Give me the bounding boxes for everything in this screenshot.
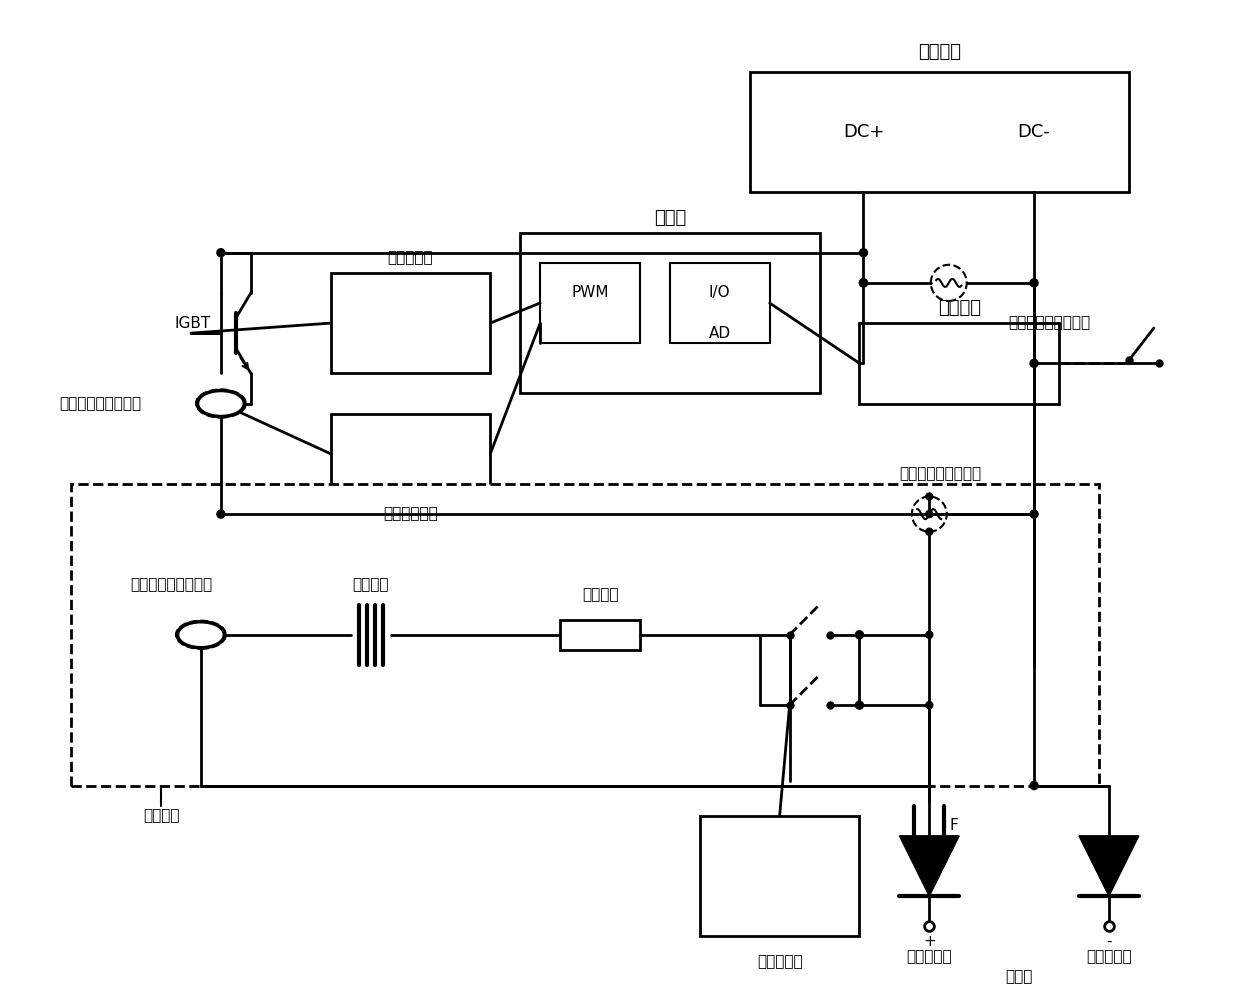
Circle shape <box>926 529 932 535</box>
Ellipse shape <box>176 620 226 649</box>
Circle shape <box>1030 279 1038 287</box>
Circle shape <box>859 279 868 287</box>
Polygon shape <box>899 836 960 896</box>
Bar <box>331 414 490 494</box>
Bar <box>699 816 859 937</box>
Bar <box>560 619 640 650</box>
Bar <box>331 273 490 373</box>
Text: 限流电阻: 限流电阻 <box>582 587 619 602</box>
Text: 充电电路电压传感器: 充电电路电压传感器 <box>1008 315 1091 331</box>
Bar <box>859 323 1059 403</box>
Bar <box>670 263 770 343</box>
Text: +: + <box>923 934 936 948</box>
Text: DC-: DC- <box>1018 124 1050 141</box>
Text: 第一二极管: 第一二极管 <box>906 948 952 964</box>
Text: IGBT: IGBT <box>175 315 211 331</box>
Text: -: - <box>1106 934 1111 948</box>
Ellipse shape <box>196 389 246 418</box>
Text: I/O: I/O <box>709 286 730 300</box>
Text: F: F <box>950 818 959 833</box>
Text: 测试电路: 测试电路 <box>143 808 180 823</box>
Bar <box>541 263 640 343</box>
Text: 充电电路电流传感器: 充电电路电流传感器 <box>60 396 141 411</box>
Bar <box>750 72 1128 193</box>
Circle shape <box>1030 510 1038 518</box>
Circle shape <box>926 493 932 500</box>
Circle shape <box>859 249 868 257</box>
Circle shape <box>926 701 932 708</box>
Circle shape <box>1030 360 1038 368</box>
Text: 测试继电器: 测试继电器 <box>756 954 802 969</box>
Circle shape <box>856 630 863 639</box>
Text: AD: AD <box>709 326 730 341</box>
Text: 测试电源: 测试电源 <box>352 577 389 592</box>
Circle shape <box>859 279 868 287</box>
Text: PWM: PWM <box>572 286 609 300</box>
Text: 驱动器电路: 驱动器电路 <box>388 250 433 265</box>
Circle shape <box>217 249 224 257</box>
Polygon shape <box>1079 836 1138 896</box>
Circle shape <box>217 510 224 518</box>
Text: 硬件保护电路: 硬件保护电路 <box>383 507 438 522</box>
Text: 测试电路电压传感器: 测试电路电压传感器 <box>899 466 982 481</box>
Circle shape <box>1030 782 1038 789</box>
Text: 主继电器: 主继电器 <box>937 299 981 317</box>
Bar <box>71 484 1099 785</box>
Text: 控制器: 控制器 <box>653 208 686 226</box>
Text: 充电电源: 充电电源 <box>918 42 961 60</box>
Ellipse shape <box>200 393 242 414</box>
Circle shape <box>926 511 932 518</box>
Circle shape <box>926 631 932 638</box>
Ellipse shape <box>180 624 222 645</box>
Text: DC+: DC+ <box>843 124 884 141</box>
Bar <box>521 232 820 393</box>
Circle shape <box>856 701 863 709</box>
Text: 测试电路电流传感器: 测试电路电流传感器 <box>130 577 212 592</box>
Text: 输出端: 输出端 <box>1006 969 1033 984</box>
Text: 第二二极管: 第二二极管 <box>1086 948 1132 964</box>
